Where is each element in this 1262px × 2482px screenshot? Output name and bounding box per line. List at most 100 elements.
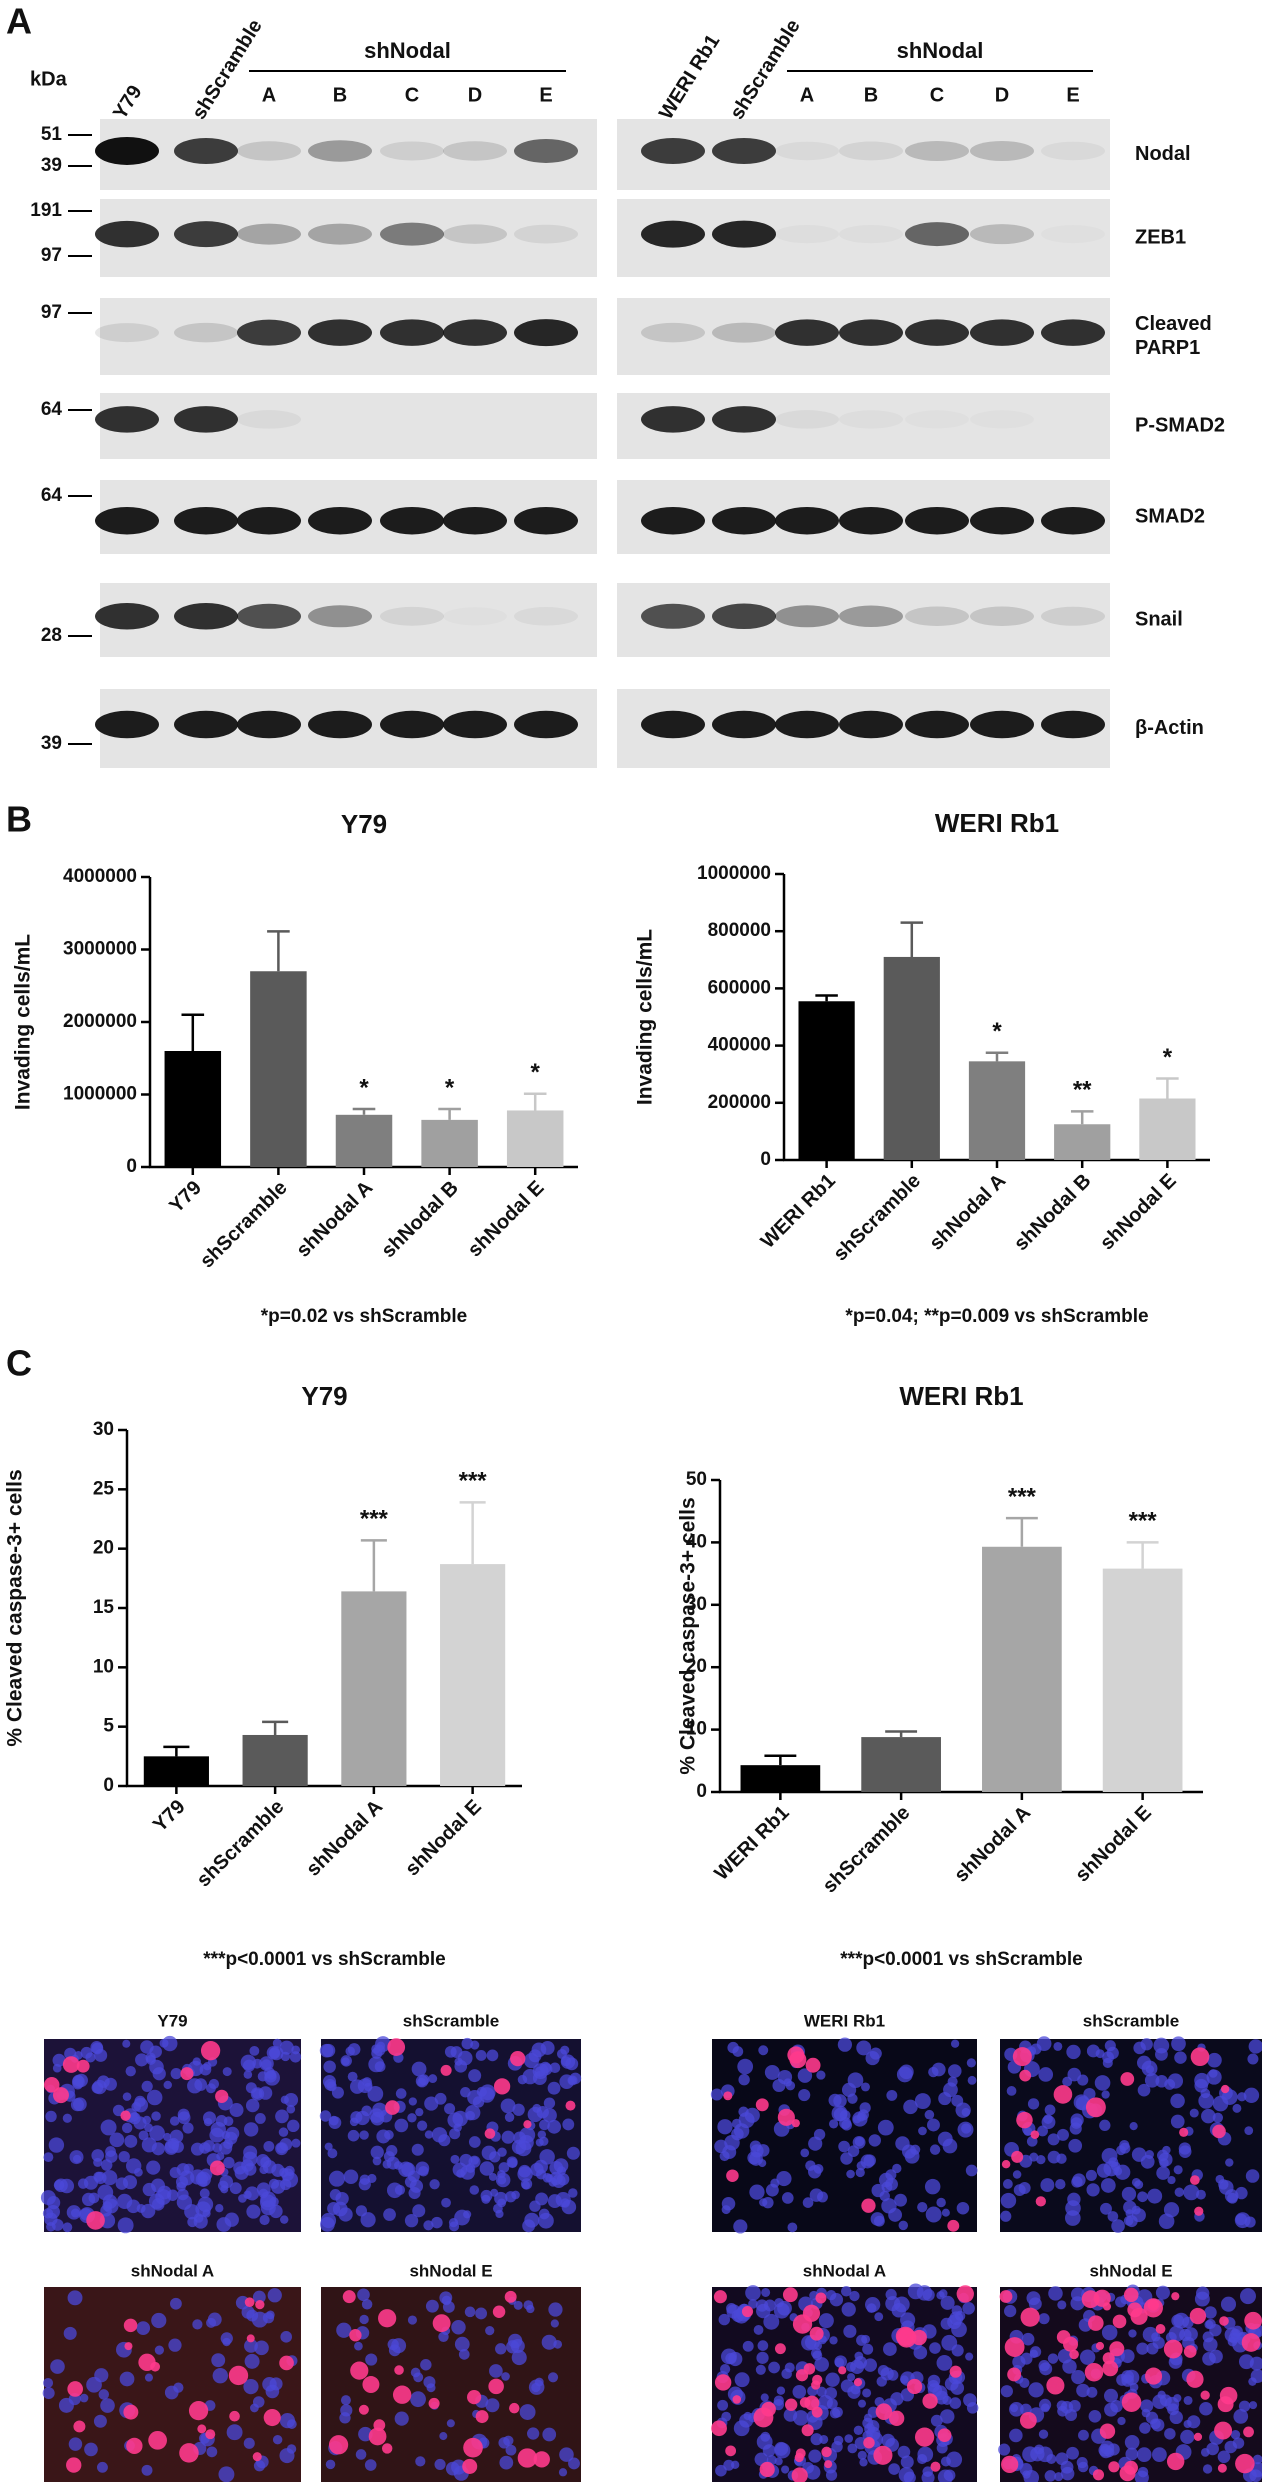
blot-band (308, 223, 372, 245)
nucleus (387, 2338, 399, 2351)
nucleus (105, 2150, 118, 2163)
nucleus (1041, 2115, 1056, 2130)
nucleus (772, 2078, 786, 2093)
nucleus (1108, 2157, 1119, 2168)
nucleus (773, 2395, 784, 2406)
micrograph-title: Y79 (157, 2011, 187, 2030)
bar (982, 1546, 1062, 1792)
apoptotic-cell (1130, 2307, 1148, 2325)
nucleus (428, 2074, 438, 2084)
nucleus (441, 2197, 451, 2208)
nucleus (1131, 2177, 1141, 2187)
kda-marker: 64 (41, 485, 63, 506)
apoptotic-cell (824, 2460, 833, 2469)
nucleus (464, 2306, 476, 2318)
nucleus (898, 2467, 915, 2482)
y-tick-label: 0 (103, 1775, 114, 1796)
significance: * (531, 1059, 541, 1086)
apoptotic-cell (1163, 2339, 1183, 2359)
bar (1139, 1098, 1196, 1160)
apoptotic-cell (937, 2428, 952, 2443)
nucleus (469, 2185, 480, 2195)
apoptotic-cell (228, 2365, 249, 2386)
nucleus (1151, 2332, 1161, 2342)
nucleus (1136, 2342, 1149, 2355)
nucleus (956, 2201, 970, 2215)
apoptotic-cell (492, 2305, 506, 2319)
nucleus (209, 2127, 225, 2143)
bar (506, 1110, 564, 1167)
nucleus (841, 2119, 853, 2131)
apoptotic-cell (1035, 2196, 1046, 2207)
nucleus (254, 2113, 266, 2124)
nucleus (357, 2288, 370, 2302)
nucleus (776, 2386, 786, 2395)
blot-band (308, 506, 372, 535)
apoptotic-cell (392, 2385, 412, 2404)
apoptotic-cell (1123, 2287, 1139, 2303)
error-bar (267, 930, 290, 972)
nucleus (896, 2066, 913, 2083)
blot-band (641, 137, 705, 164)
kda-marker: 64 (41, 399, 63, 420)
nucleus (197, 2171, 207, 2182)
nucleus (517, 2166, 533, 2182)
nucleus (1096, 2163, 1112, 2178)
nucleus (1245, 2169, 1260, 2183)
nucleus (84, 2442, 98, 2457)
nucleus (103, 2077, 117, 2091)
nucleus (1201, 2108, 1216, 2124)
nucleus (758, 2045, 769, 2056)
blot-band (237, 141, 301, 161)
nucleus (965, 2352, 974, 2361)
nucleus (947, 2314, 962, 2330)
kda-marker: 97 (41, 302, 62, 323)
nucleus (938, 2092, 952, 2106)
nucleus (1179, 2328, 1192, 2342)
nucleus (480, 2189, 493, 2202)
apoptotic-cell (889, 2410, 905, 2426)
apoptotic-cell (805, 2057, 821, 2073)
nucleus (1131, 2208, 1146, 2223)
apoptotic-cell (124, 2342, 133, 2351)
blot-band (905, 319, 969, 346)
nucleus (1064, 2408, 1078, 2422)
nucleus (168, 2338, 182, 2352)
y-axis-label: Invading cells/mL (634, 929, 657, 1105)
micrograph (319, 2036, 582, 2233)
nucleus (398, 2161, 414, 2178)
nucleus (1140, 2399, 1154, 2413)
apoptotic-cell (1108, 2461, 1120, 2473)
nucleus (77, 2178, 89, 2189)
nucleus (1070, 2296, 1085, 2311)
nucleus (1124, 2434, 1140, 2450)
apoptotic-cell (197, 2424, 207, 2434)
nucleus (94, 2368, 109, 2383)
nucleus (457, 2050, 473, 2066)
nucleus (1162, 2145, 1171, 2155)
nucleus (1062, 2359, 1077, 2374)
blot-band (839, 225, 903, 243)
blot-band (95, 710, 159, 739)
nucleus (176, 2194, 193, 2210)
apoptotic-cell (86, 2211, 105, 2230)
apoptotic-cell (463, 2437, 483, 2458)
nucleus (929, 2342, 941, 2354)
blot-band (443, 141, 507, 161)
apoptotic-cell (523, 2120, 532, 2129)
nucleus (80, 2046, 93, 2059)
micrograph-title: shNodal E (1089, 2261, 1172, 2280)
nucleus (503, 2435, 514, 2446)
nucleus (840, 2152, 853, 2165)
nucleus (837, 2037, 853, 2052)
micrograph-title: shNodal E (409, 2261, 492, 2280)
nucleus (1117, 2416, 1126, 2426)
nucleus (461, 2037, 474, 2050)
blot-band (514, 319, 578, 347)
nucleus (415, 2456, 426, 2467)
nucleus (223, 2156, 235, 2169)
protein-label: Nodal (1135, 143, 1191, 165)
significance: ** (1073, 1077, 1092, 1104)
nucleus (199, 2188, 210, 2199)
nucleus (719, 2363, 731, 2375)
